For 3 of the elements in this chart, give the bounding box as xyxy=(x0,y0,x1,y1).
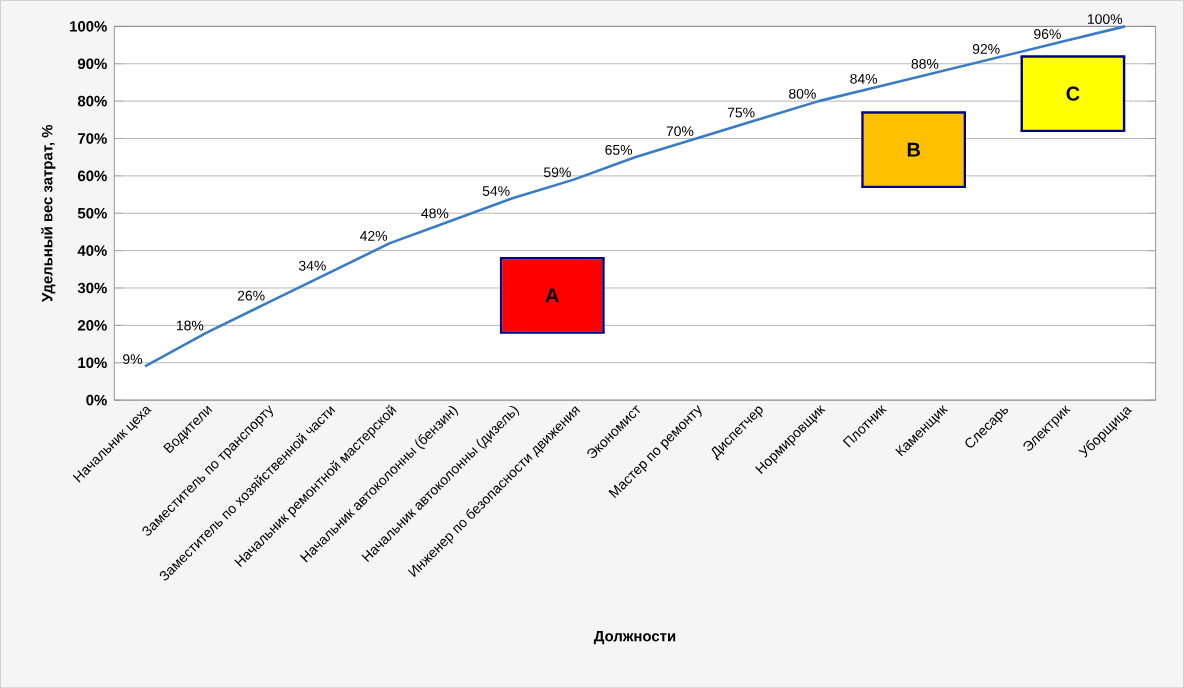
annotation: B xyxy=(907,142,920,157)
annotation: A xyxy=(545,288,559,303)
annotation: C xyxy=(1066,86,1080,101)
